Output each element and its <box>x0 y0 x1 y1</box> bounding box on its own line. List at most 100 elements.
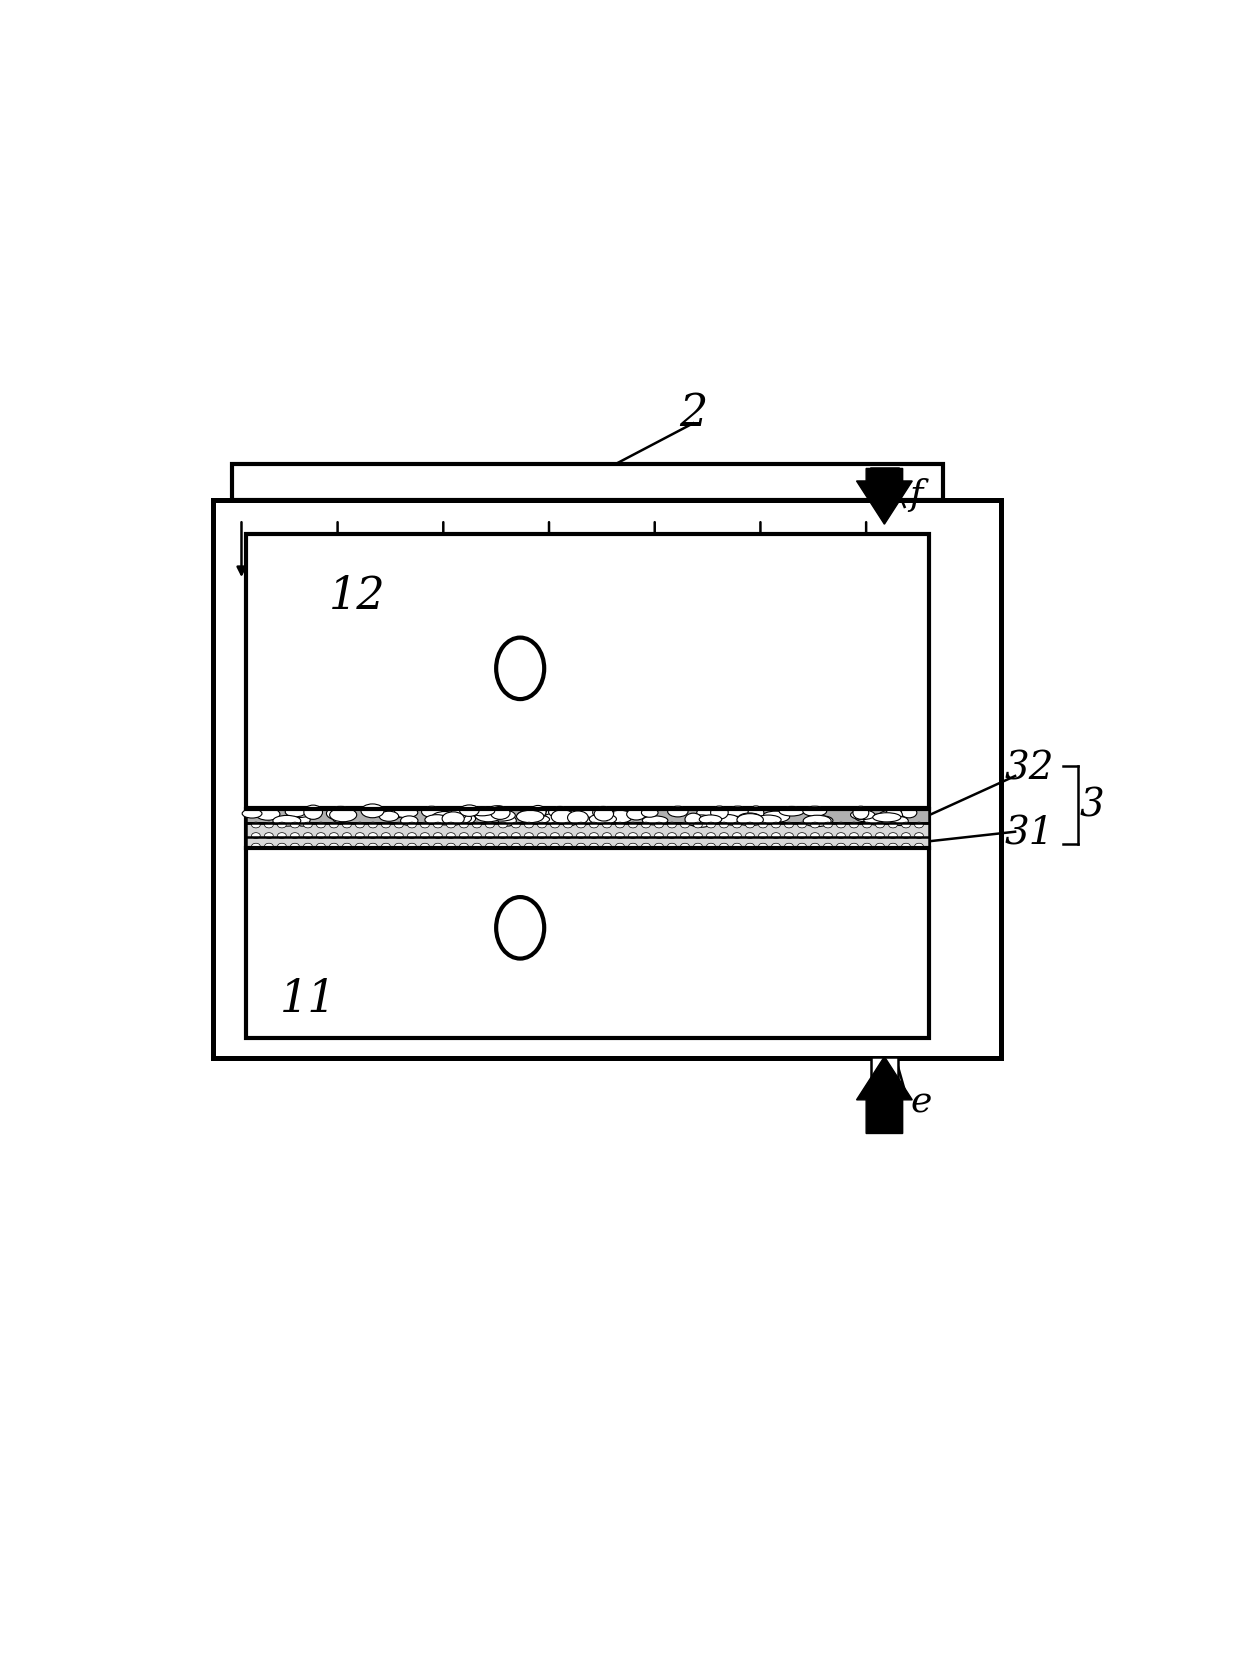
Ellipse shape <box>517 810 544 823</box>
Ellipse shape <box>422 806 441 818</box>
Ellipse shape <box>562 810 583 820</box>
Ellipse shape <box>290 833 299 838</box>
Ellipse shape <box>697 808 719 818</box>
Ellipse shape <box>785 833 794 838</box>
Ellipse shape <box>837 821 846 828</box>
Ellipse shape <box>538 843 547 850</box>
Ellipse shape <box>885 808 903 823</box>
Ellipse shape <box>755 815 781 825</box>
Ellipse shape <box>548 806 572 818</box>
Ellipse shape <box>316 843 325 850</box>
Ellipse shape <box>432 811 459 825</box>
Ellipse shape <box>811 816 833 825</box>
Ellipse shape <box>273 815 301 826</box>
Ellipse shape <box>759 833 768 838</box>
Ellipse shape <box>394 833 403 838</box>
Ellipse shape <box>889 843 898 850</box>
Ellipse shape <box>394 843 403 850</box>
Ellipse shape <box>863 843 872 850</box>
Ellipse shape <box>568 811 588 825</box>
Ellipse shape <box>564 843 573 850</box>
Ellipse shape <box>748 806 764 820</box>
Ellipse shape <box>486 821 495 828</box>
Ellipse shape <box>893 816 908 826</box>
Ellipse shape <box>264 821 273 828</box>
Ellipse shape <box>722 816 749 825</box>
Ellipse shape <box>759 843 768 850</box>
Ellipse shape <box>475 808 502 821</box>
Ellipse shape <box>368 843 377 850</box>
Ellipse shape <box>667 806 688 816</box>
Ellipse shape <box>590 821 598 828</box>
Ellipse shape <box>667 821 676 828</box>
Ellipse shape <box>278 821 286 828</box>
Ellipse shape <box>718 815 739 825</box>
Ellipse shape <box>569 816 593 825</box>
Ellipse shape <box>512 833 521 838</box>
Ellipse shape <box>707 821 715 828</box>
Ellipse shape <box>408 833 417 838</box>
Ellipse shape <box>733 821 742 828</box>
Ellipse shape <box>719 843 728 850</box>
Ellipse shape <box>719 833 728 838</box>
Ellipse shape <box>290 843 299 850</box>
Text: 12: 12 <box>329 575 386 618</box>
FancyArrow shape <box>857 1056 913 1133</box>
Ellipse shape <box>487 810 516 821</box>
Ellipse shape <box>823 843 832 850</box>
Ellipse shape <box>684 813 702 826</box>
Ellipse shape <box>823 821 832 828</box>
Ellipse shape <box>449 813 476 825</box>
Ellipse shape <box>641 833 650 838</box>
Ellipse shape <box>529 805 546 818</box>
Ellipse shape <box>681 833 689 838</box>
Ellipse shape <box>285 806 306 816</box>
Ellipse shape <box>779 806 805 816</box>
Ellipse shape <box>491 806 510 820</box>
Ellipse shape <box>863 833 872 838</box>
Ellipse shape <box>564 833 573 838</box>
Ellipse shape <box>304 805 322 820</box>
Bar <box>232 463 942 500</box>
Bar <box>870 468 898 500</box>
Ellipse shape <box>316 833 325 838</box>
Ellipse shape <box>849 821 858 828</box>
Text: 11: 11 <box>280 978 337 1021</box>
Ellipse shape <box>342 821 351 828</box>
Ellipse shape <box>496 896 544 958</box>
Ellipse shape <box>295 813 310 826</box>
Ellipse shape <box>889 833 898 838</box>
Ellipse shape <box>517 810 541 821</box>
Ellipse shape <box>521 815 549 825</box>
Ellipse shape <box>316 821 325 828</box>
Ellipse shape <box>525 821 533 828</box>
Ellipse shape <box>512 843 521 850</box>
Bar <box>247 823 929 848</box>
Ellipse shape <box>252 833 260 838</box>
FancyArrow shape <box>857 468 913 525</box>
Ellipse shape <box>356 843 365 850</box>
Ellipse shape <box>849 843 858 850</box>
Ellipse shape <box>745 843 754 850</box>
Ellipse shape <box>693 821 702 828</box>
Ellipse shape <box>434 821 443 828</box>
Ellipse shape <box>394 808 418 818</box>
Ellipse shape <box>759 821 768 828</box>
Ellipse shape <box>361 805 384 818</box>
Ellipse shape <box>603 843 611 850</box>
Ellipse shape <box>719 821 728 828</box>
Ellipse shape <box>486 843 495 850</box>
Ellipse shape <box>451 808 466 820</box>
Ellipse shape <box>512 821 521 828</box>
Ellipse shape <box>901 808 916 818</box>
Ellipse shape <box>368 833 377 838</box>
Ellipse shape <box>738 813 761 823</box>
Ellipse shape <box>356 821 365 828</box>
Ellipse shape <box>472 833 481 838</box>
Ellipse shape <box>264 843 273 850</box>
Ellipse shape <box>564 821 573 828</box>
Text: 31: 31 <box>1004 815 1054 851</box>
Ellipse shape <box>699 815 722 825</box>
Ellipse shape <box>785 843 794 850</box>
Ellipse shape <box>382 821 391 828</box>
